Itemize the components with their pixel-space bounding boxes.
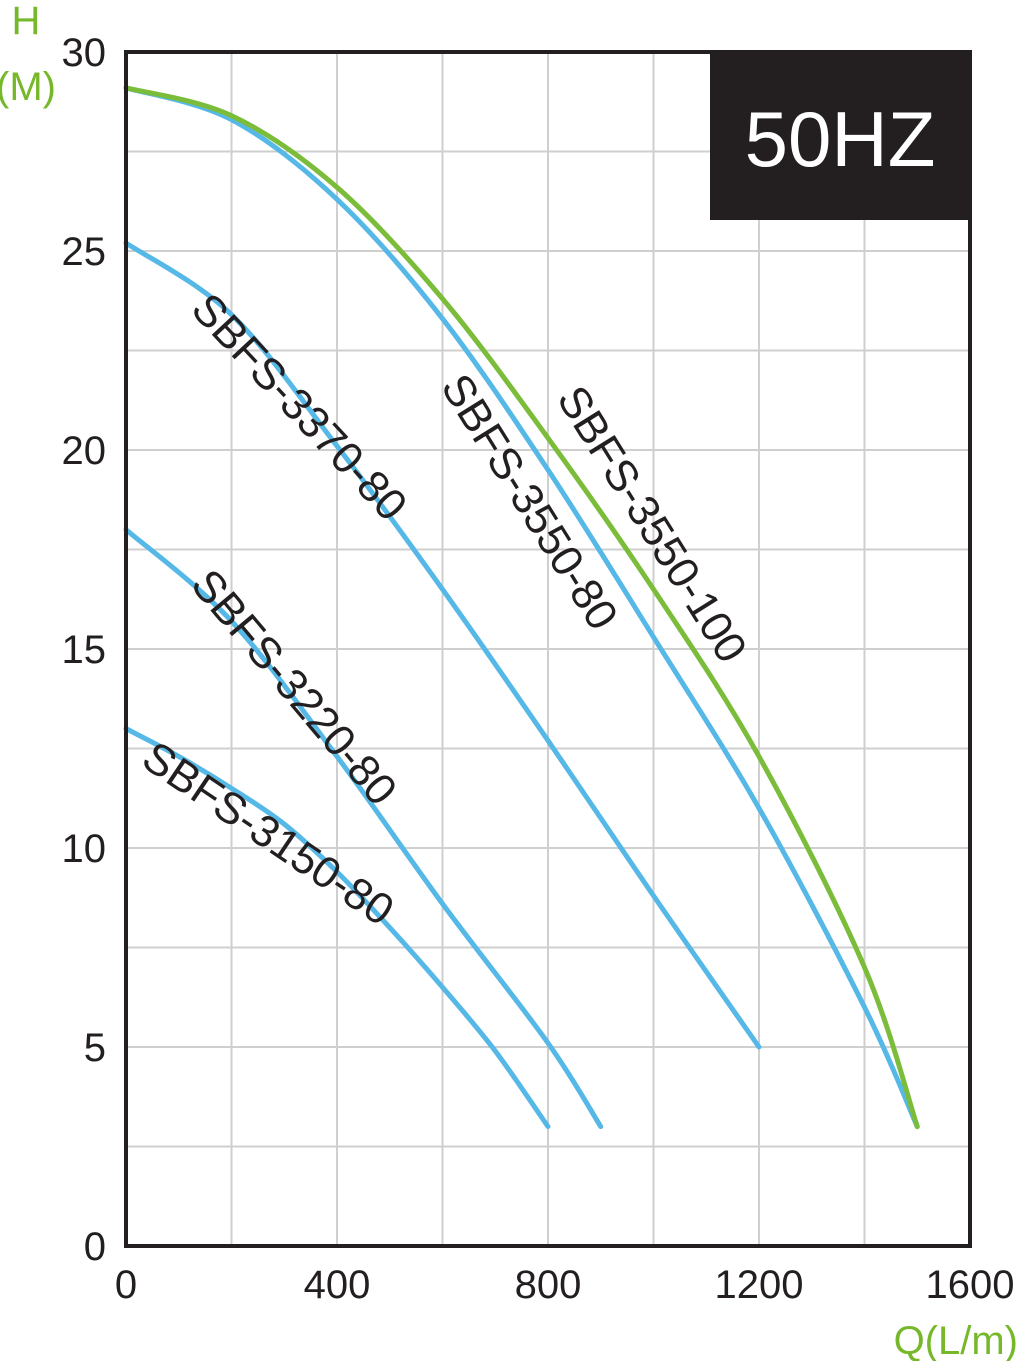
- frequency-badge: [710, 52, 970, 220]
- y-tick-label: 25: [62, 230, 107, 274]
- y-axis-title-unit: (M): [0, 65, 56, 109]
- frequency-badge-text: 50HZ: [745, 95, 936, 183]
- y-axis-title-h: H: [12, 0, 41, 43]
- curve-sbfs-3550-100: [123, 85, 920, 1130]
- curve-sbfs-3370-80: [123, 240, 762, 1050]
- y-tick-label: 20: [62, 429, 107, 473]
- curves: [123, 85, 920, 1130]
- grid-lines: [126, 52, 970, 1246]
- tick-labels: 0 400 800 1200 1600 0 5 10 15 20 25 30: [62, 31, 1015, 1307]
- x-axis-title: Q(L/m): [894, 1319, 1018, 1361]
- y-tick-label: 30: [62, 31, 107, 75]
- curve-sbfs-3550-80: [123, 85, 920, 1130]
- plot-frame: [124, 50, 972, 1248]
- x-tick-label: 800: [515, 1263, 582, 1307]
- y-tick-label: 5: [84, 1026, 106, 1070]
- curve-sbfs-3150-80: [123, 726, 551, 1130]
- curve-sbfs-3220-80: [123, 527, 604, 1130]
- y-tick-label: 15: [62, 628, 107, 672]
- curve-label-sbfs-3370-80: SBFS-3370-80: [182, 284, 416, 530]
- x-tick-label: 1200: [715, 1263, 804, 1307]
- y-tick-label: 0: [84, 1225, 106, 1269]
- x-tick-label: 400: [304, 1263, 371, 1307]
- x-tick-label: 1600: [926, 1263, 1015, 1307]
- y-tick-label: 10: [62, 827, 107, 871]
- x-tick-label: 0: [115, 1263, 137, 1307]
